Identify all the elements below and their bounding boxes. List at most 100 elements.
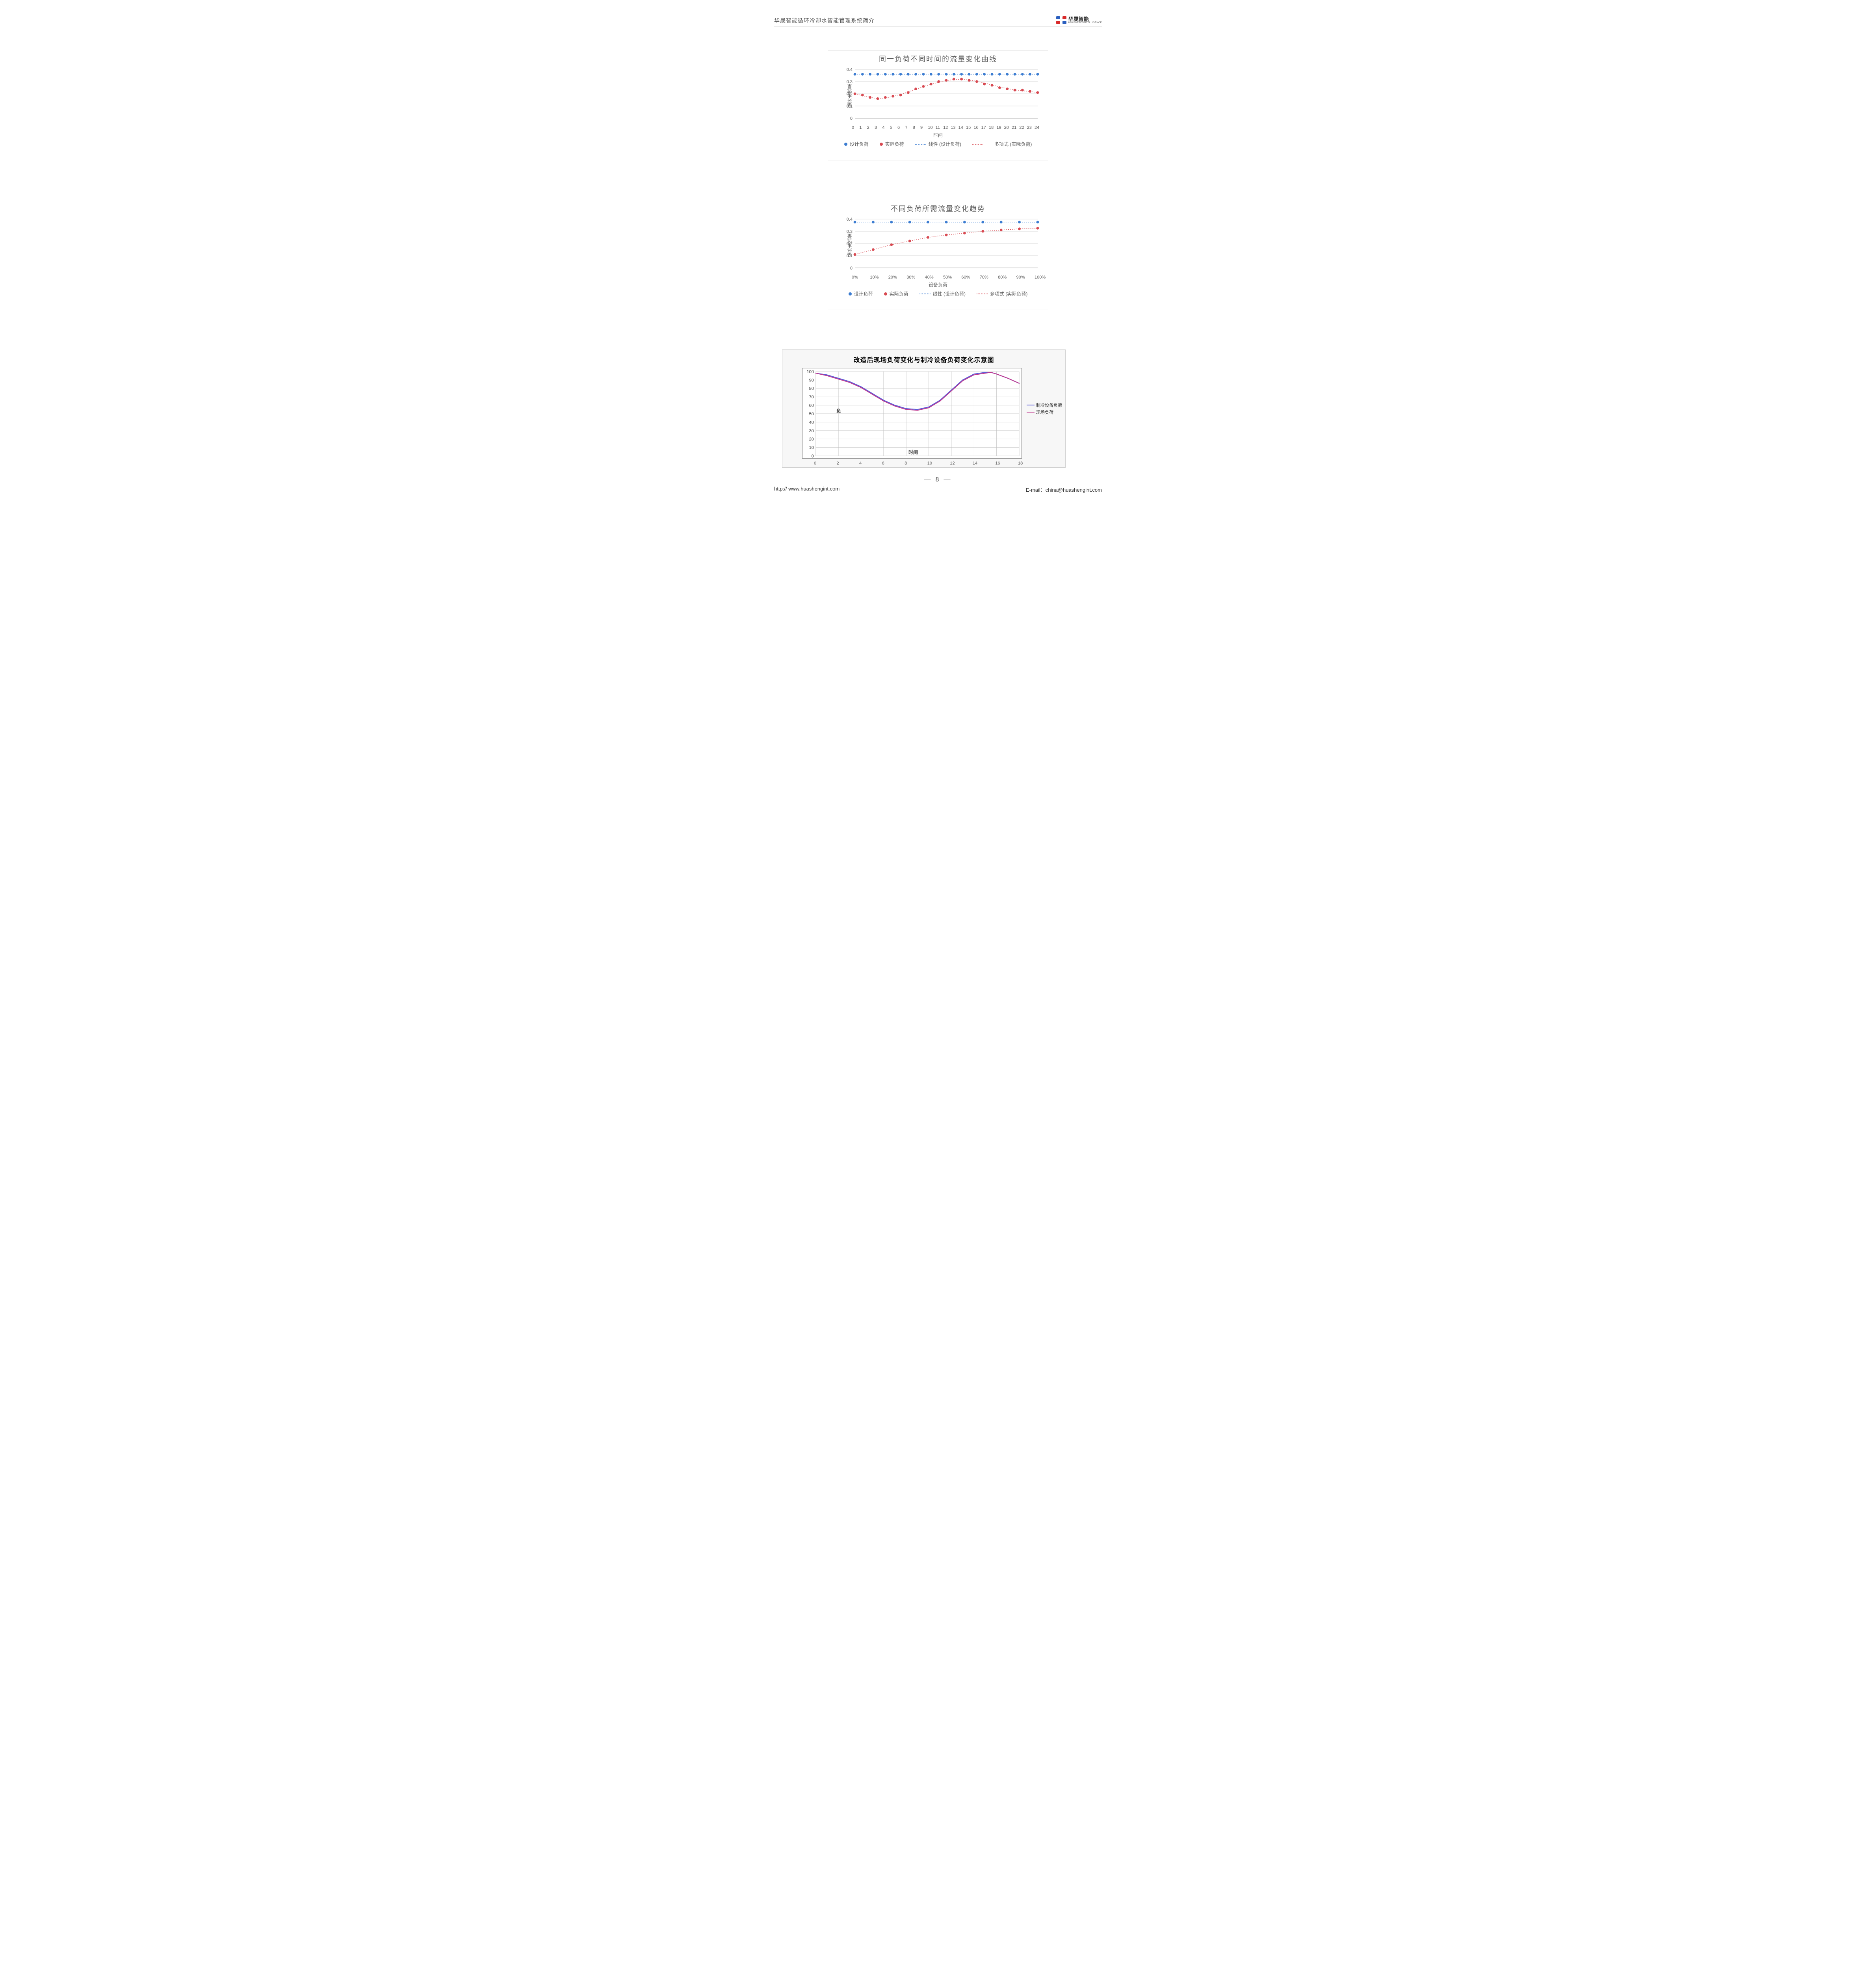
svg-text:10: 10 (809, 446, 814, 450)
x-tick: 10% (870, 275, 879, 280)
legend-label: 制冷设备负荷 (1036, 402, 1062, 408)
svg-text:30: 30 (809, 429, 814, 433)
chart1-ylabel: 循环水流量 (846, 84, 853, 108)
svg-text:0.4: 0.4 (847, 217, 853, 222)
legend-label: 多项式 (实际负荷) (994, 141, 1032, 147)
chart2-plot: 00.10.20.30.4 (844, 216, 1041, 275)
x-tick: 14 (973, 461, 977, 466)
x-tick: 8 (905, 461, 907, 466)
x-tick: 0 (814, 461, 816, 466)
x-tick: 70% (980, 275, 988, 280)
svg-text:50: 50 (809, 412, 814, 416)
x-tick: 10 (928, 125, 932, 130)
chart3-legend: 制冷设备负荷 现场负荷 (1027, 401, 1062, 416)
x-tick: 10 (927, 461, 932, 466)
page: 华晟智能循环冷却水智能管理系统简介 华晟智能 HUASHENG INTELLIG… (750, 0, 1126, 531)
footer-url: http:// www.huashengint.com (774, 486, 840, 493)
x-tick: 4 (859, 461, 862, 466)
chart2-xlabel: 设备负荷 (828, 281, 1048, 288)
chart3-xticks: 024681012141618 (802, 461, 1022, 467)
dot-icon (849, 292, 852, 296)
legend-item: 实际负荷 (880, 141, 904, 147)
svg-text:40: 40 (809, 420, 814, 425)
x-tick: 17 (981, 125, 986, 130)
chart2-ylabel: 循环水流量 (846, 234, 853, 257)
legend-label: 实际负荷 (890, 290, 908, 297)
x-tick: 22 (1019, 125, 1024, 130)
chart2-legend: 设计负荷 实际负荷 线性 (设计负荷) 多项式 (实际负荷) (828, 288, 1048, 300)
x-tick: 50% (943, 275, 952, 280)
legend-label: 线性 (设计负荷) (933, 290, 966, 297)
x-tick: 100% (1035, 275, 1046, 280)
x-tick: 30% (906, 275, 915, 280)
x-tick: 90% (1016, 275, 1025, 280)
x-tick: 12 (943, 125, 948, 130)
x-tick: 6 (882, 461, 884, 466)
x-tick: 18 (1018, 461, 1023, 466)
dash-icon (915, 144, 926, 145)
x-tick: 0 (852, 125, 854, 130)
chart3-time-label: 时间 (908, 449, 918, 455)
svg-text:70: 70 (809, 395, 814, 400)
dot-icon (880, 143, 883, 146)
x-tick: 14 (958, 125, 963, 130)
header-title: 华晟智能循环冷却水智能管理系统简介 (774, 17, 875, 24)
brand-logo: 华晟智能 HUASHENG INTELLIGENCE (1056, 16, 1102, 24)
dash-icon (972, 144, 983, 145)
x-tick: 11 (936, 125, 940, 130)
x-tick: 20% (888, 275, 897, 280)
x-tick: 20 (1004, 125, 1009, 130)
legend-label: 现场负荷 (1036, 409, 1053, 415)
x-tick: 80% (998, 275, 1007, 280)
chart3-load-label: 负 (836, 407, 841, 414)
legend-item: 实际负荷 (884, 290, 908, 297)
x-tick: 23 (1027, 125, 1032, 130)
chart1-title: 同一负荷不同时间的流量变化曲线 (828, 50, 1048, 64)
x-tick: 2 (837, 461, 839, 466)
x-tick: 18 (989, 125, 994, 130)
x-tick: 4 (882, 125, 884, 130)
page-footer: http:// www.huashengint.com E-mail：china… (774, 486, 1102, 493)
legend-label: 设计负荷 (850, 141, 869, 147)
chart1-xlabel: 时间 (828, 132, 1048, 138)
x-tick: 19 (996, 125, 1001, 130)
chart3-plot: 0102030405060708090100 (802, 368, 1022, 458)
legend-item: 制冷设备负荷 (1027, 402, 1062, 408)
x-tick: 7 (905, 125, 907, 130)
page-number: — 8 — (774, 476, 1102, 483)
chart-after-retrofit: 改造后现场负荷变化与制冷设备负荷变化示意图 010203040506070809… (782, 349, 1066, 468)
x-tick: 40% (925, 275, 934, 280)
chart-load-flow: 不同负荷所需流量变化趋势 循环水流量 00.10.20.30.4 0%10%20… (828, 200, 1048, 310)
x-tick: 6 (897, 125, 900, 130)
page-header: 华晟智能循环冷却水智能管理系统简介 华晟智能 HUASHENG INTELLIG… (774, 16, 1102, 26)
chart1-legend: 设计负荷 实际负荷 线性 (设计负荷) 多项式 (实际负荷) (828, 138, 1048, 151)
svg-text:80: 80 (809, 387, 814, 391)
x-tick: 0% (852, 275, 858, 280)
x-tick: 60% (961, 275, 970, 280)
svg-text:0: 0 (850, 116, 853, 121)
legend-item: 多项式 (实际负荷) (977, 290, 1027, 297)
legend-item: 设计负荷 (849, 290, 873, 297)
x-tick: 3 (875, 125, 877, 130)
logo-mark-icon (1056, 16, 1067, 24)
x-tick: 24 (1035, 125, 1039, 130)
x-tick: 8 (913, 125, 915, 130)
svg-text:90: 90 (809, 378, 814, 383)
legend-label: 实际负荷 (885, 141, 904, 147)
x-tick: 15 (966, 125, 971, 130)
chart2-xticks: 0% 10% 20% 30% 40% 50% 60% 70% 80% 90% 100% (844, 275, 1043, 281)
legend-item: 设计负荷 (844, 141, 869, 147)
chart1-xticks: 0123456789101112131415161718192021222324 (844, 125, 1043, 131)
chart3-title: 改造后现场负荷变化与制冷设备负荷变化示意图 (782, 350, 1065, 364)
legend-label: 设计负荷 (854, 290, 873, 297)
legend-item (972, 141, 983, 147)
x-tick: 5 (890, 125, 892, 130)
legend-item: 线性 (设计负荷) (919, 290, 966, 297)
dot-icon (884, 292, 887, 296)
chart1-plot: 00.10.20.30.4 (844, 66, 1041, 125)
legend-label: 多项式 (实际负荷) (990, 290, 1027, 297)
chart-time-flow: 同一负荷不同时间的流量变化曲线 循环水流量 00.10.20.30.4 0 12 3… (828, 50, 1048, 160)
x-tick: 21 (1012, 125, 1016, 130)
logo-text: 华晟智能 (1068, 17, 1102, 22)
dot-icon (844, 143, 847, 146)
